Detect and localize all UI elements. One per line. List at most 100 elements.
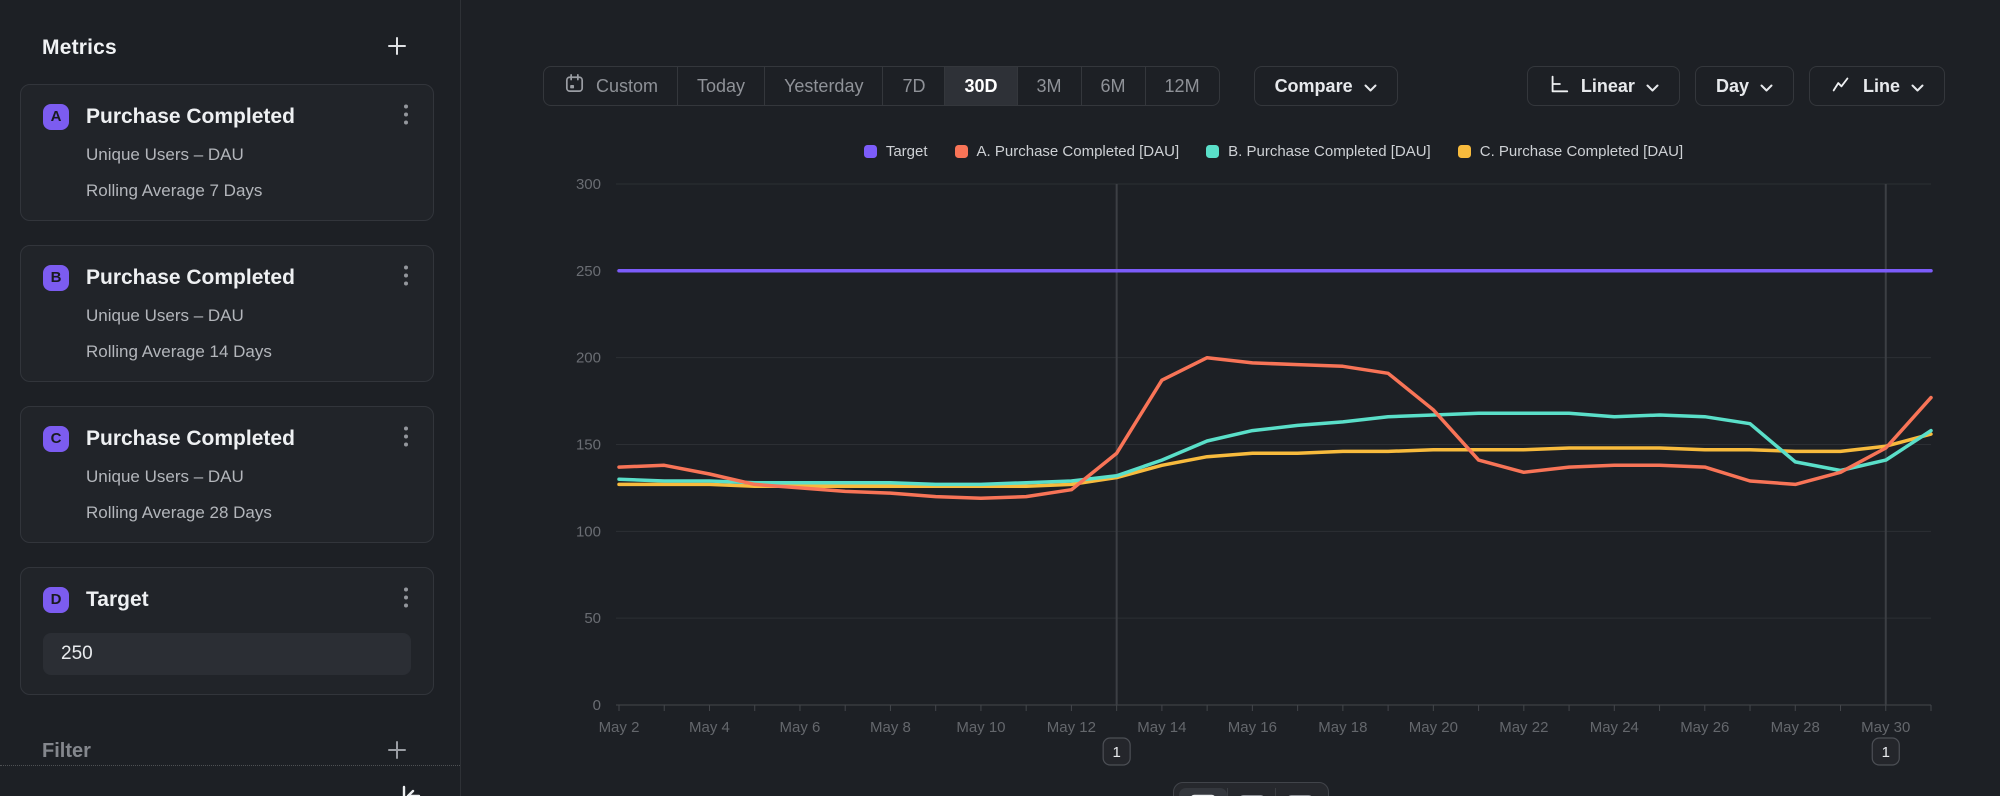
metric-transform: Rolling Average 14 Days (86, 342, 272, 361)
legend-item[interactable]: B. Purchase Completed [DAU] (1206, 143, 1431, 160)
metrics-header: Metrics (0, 0, 460, 62)
x-axis-tick-label: May 8 (870, 719, 911, 736)
range-6m[interactable]: 6M (1080, 67, 1145, 105)
chevron-down-icon (1646, 76, 1659, 97)
metric-transform: Rolling Average 28 Days (86, 503, 272, 522)
chevron-down-icon (1911, 76, 1924, 97)
line-chart: 0 50 100 150 200 250 300 May 2 May 4 May 6 May 8 Ma… (576, 176, 1933, 766)
metric-badge-a: A (43, 103, 69, 130)
chart-legend: Target A. Purchase Completed [DAU] B. Purc… (616, 143, 1931, 160)
calendar-icon (563, 72, 586, 100)
annotation-badge[interactable] (1871, 737, 1900, 766)
metric-measure: Unique Users – DAU (86, 306, 244, 325)
chart-toolbar: Custom Today Yesterday 7D 30D 3M 6M 12M … (543, 66, 1945, 106)
metric-card-a[interactable]: A Purchase Completed Unique Users – DAU … (20, 84, 434, 221)
metric-title: Purchase Completed (86, 104, 295, 128)
metric-measure: Unique Users – DAU (86, 467, 244, 486)
collapse-sidebar-button[interactable] (396, 781, 426, 796)
chevron-down-icon (1760, 76, 1773, 97)
range-custom[interactable]: Custom (544, 67, 677, 105)
annotation-badge[interactable] (1102, 737, 1131, 766)
filter-label: Filter (42, 740, 91, 762)
compare-button[interactable]: Compare (1253, 66, 1398, 106)
metric-card-c[interactable]: C Purchase Completed Unique Users – DAU … (20, 406, 434, 543)
legend-swatch (863, 145, 877, 158)
legend-item[interactable]: C. Purchase Completed [DAU] (1457, 143, 1684, 160)
plus-icon (386, 35, 408, 60)
x-axis-tick-label: May 18 (1318, 719, 1367, 736)
range-yesterday[interactable]: Yesterday (764, 67, 882, 105)
view-toggle (1173, 782, 1329, 796)
metric-menu-button[interactable] (401, 99, 411, 134)
legend-item[interactable]: Target (863, 143, 928, 160)
legend-swatch (954, 145, 968, 158)
y-axis-tick-label: 50 (584, 610, 601, 627)
chart-panel: Custom Today Yesterday 7D 30D 3M 6M 12M … (461, 0, 2000, 796)
x-axis-tick-label: May 4 (689, 719, 730, 736)
sidebar: Metrics A Purchase Completed (0, 0, 460, 796)
filter-section-header: Filter (42, 737, 410, 766)
sidebar-divider (460, 0, 461, 796)
x-axis-tick-label: May 28 (1771, 719, 1820, 736)
metric-badge-d: D (43, 586, 69, 613)
metric-card-d-target[interactable]: D Target (20, 567, 434, 695)
metric-title: Target (86, 587, 149, 611)
annotation-badge-label: 1 (1882, 744, 1890, 761)
metrics-title: Metrics (42, 35, 117, 59)
sidebar-bottom-divider (0, 765, 460, 766)
kebab-menu-icon (403, 265, 409, 291)
legend-label: Target (885, 143, 928, 160)
view-toggle-split[interactable] (1275, 788, 1323, 796)
x-axis-tick-label: May 26 (1680, 719, 1729, 736)
collapse-sidebar-icon (398, 783, 424, 796)
kebab-menu-icon (403, 104, 409, 130)
x-axis-tick-label: May 12 (1047, 719, 1096, 736)
y-axis-tick-label: 0 (593, 697, 601, 714)
metric-badge-b: B (43, 264, 69, 291)
metric-measure: Unique Users – DAU (86, 145, 244, 164)
legend-item[interactable]: A. Purchase Completed [DAU] (954, 143, 1179, 160)
chart-type-select-button[interactable]: Line (1808, 66, 1945, 106)
metric-transform: Rolling Average 7 Days (86, 181, 263, 200)
view-toggle-chart[interactable] (1179, 788, 1227, 796)
legend-label: C. Purchase Completed [DAU] (1479, 143, 1684, 160)
view-toggle-table[interactable] (1227, 788, 1275, 796)
y-axis-tick-label: 250 (576, 263, 601, 280)
metric-menu-button[interactable] (401, 582, 411, 617)
date-range-control: Custom Today Yesterday 7D 30D 3M 6M 12M (543, 66, 1220, 106)
range-30d[interactable]: 30D (944, 67, 1017, 105)
x-axis-tick-label: May 6 (780, 719, 821, 736)
x-axis-tick-label: May 22 (1499, 719, 1548, 736)
plus-icon (386, 739, 408, 764)
x-axis-tick-label: May 24 (1590, 719, 1639, 736)
target-value-input[interactable] (43, 633, 411, 675)
y-axis-tick-label: 150 (576, 437, 601, 454)
legend-swatch (1457, 145, 1471, 158)
add-metric-button[interactable] (384, 33, 410, 62)
metric-title: Purchase Completed (86, 426, 295, 450)
y-axis-tick-label: 200 (576, 350, 601, 367)
metric-card-list: A Purchase Completed Unique Users – DAU … (20, 84, 434, 695)
linear-scale-icon (1548, 73, 1570, 100)
x-axis-tick-label: May 10 (956, 719, 1005, 736)
scale-select-button[interactable]: Linear (1526, 66, 1680, 106)
range-7d[interactable]: 7D (882, 67, 944, 105)
metric-card-b[interactable]: B Purchase Completed Unique Users – DAU … (20, 245, 434, 382)
metric-menu-button[interactable] (401, 260, 411, 295)
legend-swatch (1206, 145, 1220, 158)
kebab-menu-icon (403, 587, 409, 613)
y-axis-tick-label: 100 (576, 523, 601, 540)
series-line (617, 432, 1933, 488)
line-chart-icon (1830, 73, 1852, 100)
x-axis-tick-label: May 30 (1861, 719, 1910, 736)
kebab-menu-icon (403, 426, 409, 452)
x-axis-tick-label: May 20 (1409, 719, 1458, 736)
interval-select-button[interactable]: Day (1694, 66, 1794, 106)
chevron-down-icon (1364, 76, 1377, 97)
add-filter-button[interactable] (384, 737, 410, 766)
metric-menu-button[interactable] (401, 421, 411, 456)
range-12m[interactable]: 12M (1144, 67, 1219, 105)
range-today[interactable]: Today (677, 67, 764, 105)
range-3m[interactable]: 3M (1016, 67, 1081, 105)
